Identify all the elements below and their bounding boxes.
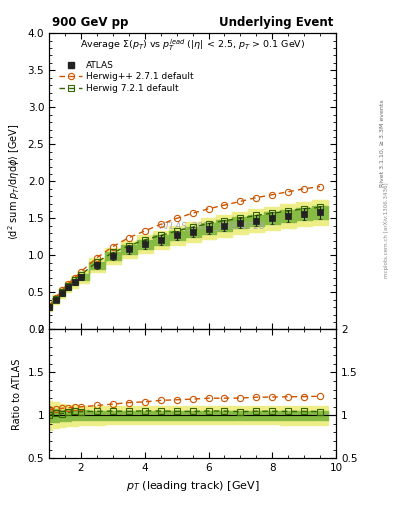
Text: Average $\Sigma(p_T)$ vs $p_T^{lead}$ ($|\eta|$ < 2.5, $p_T$ > 0.1 GeV): Average $\Sigma(p_T)$ vs $p_T^{lead}$ ($…: [80, 38, 305, 53]
Text: Underlying Event: Underlying Event: [219, 16, 333, 29]
Text: 900 GeV pp: 900 GeV pp: [52, 16, 129, 29]
Y-axis label: $\langle$d$^2$ sum $p_T$/d$\eta$d$\phi\rangle$ [GeV]: $\langle$d$^2$ sum $p_T$/d$\eta$d$\phi\r…: [6, 123, 22, 240]
Text: ATLAS_2010_S8894728: ATLAS_2010_S8894728: [160, 221, 266, 230]
Legend: ATLAS, Herwig++ 2.7.1 default, Herwig 7.2.1 default: ATLAS, Herwig++ 2.7.1 default, Herwig 7.…: [57, 58, 196, 95]
Text: Rivet 3.1.10, ≥ 3.3M events: Rivet 3.1.10, ≥ 3.3M events: [380, 99, 384, 187]
X-axis label: $p_T$ (leading track) [GeV]: $p_T$ (leading track) [GeV]: [126, 479, 259, 493]
Text: mcplots.cern.ch [arXiv:1306.3436]: mcplots.cern.ch [arXiv:1306.3436]: [384, 183, 389, 278]
Y-axis label: Ratio to ATLAS: Ratio to ATLAS: [12, 358, 22, 430]
